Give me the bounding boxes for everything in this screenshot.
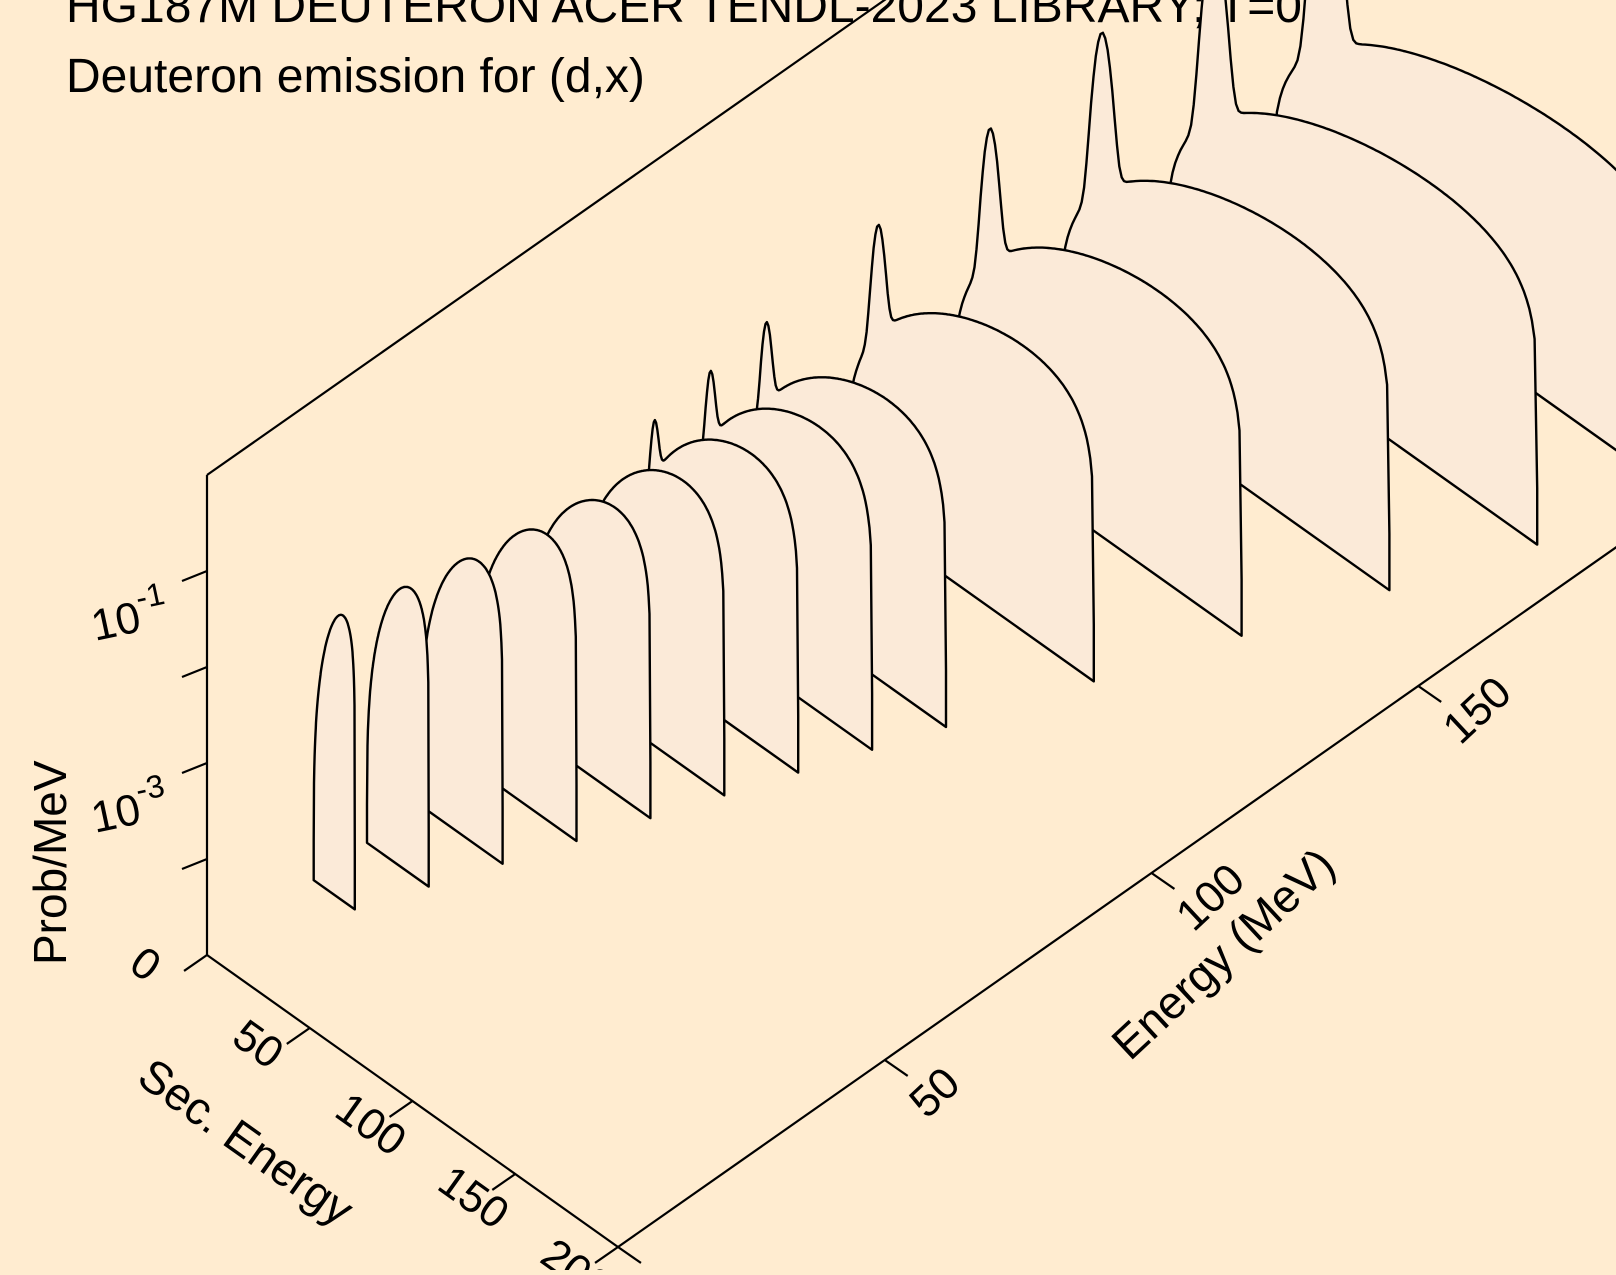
x-tick-200 bbox=[594, 1246, 619, 1264]
x-tick-100 bbox=[388, 1100, 414, 1118]
spectrum-40-mev bbox=[419, 557, 504, 865]
z-tick-0 bbox=[181, 569, 208, 583]
z-tick-exponent: -1 bbox=[132, 575, 167, 616]
z-axis-label: Prob/MeV bbox=[24, 760, 76, 965]
x-tick-label-0: 0 bbox=[121, 937, 169, 991]
spectrum-30-mev bbox=[365, 585, 430, 888]
y-tick-50 bbox=[884, 1059, 909, 1077]
x-tick-label-200: 200 bbox=[532, 1229, 620, 1270]
z-tick-label--3: 10-3 bbox=[84, 767, 172, 843]
y-tick-100 bbox=[1150, 872, 1176, 890]
z-tick-3 bbox=[181, 665, 208, 679]
x-tick-0 bbox=[183, 954, 208, 972]
x-tick-label-50: 50 bbox=[224, 1010, 292, 1078]
spectrum-120-mev bbox=[846, 223, 1095, 683]
spectra bbox=[312, 0, 1616, 911]
z-tick-exponent: -3 bbox=[132, 767, 167, 808]
z-tick-1 bbox=[181, 761, 208, 775]
x-tick-50 bbox=[286, 1027, 311, 1045]
y-tick-0 bbox=[617, 1246, 642, 1264]
y-tick-label-0: 0 bbox=[633, 1262, 684, 1270]
y-tick-label-50: 50 bbox=[900, 1058, 969, 1127]
spectrum-160-mev bbox=[1059, 31, 1391, 592]
z-tick-base: 10 bbox=[87, 593, 145, 651]
z-tick-label--1: 10-1 bbox=[84, 575, 172, 651]
chart-subtitle: Deuteron emission for (d,x) bbox=[66, 50, 645, 103]
spectrum-180-mev bbox=[1166, 0, 1539, 546]
z-tick-base: 10 bbox=[87, 785, 145, 843]
spectrum-20-mev bbox=[312, 613, 356, 911]
spectrum-140-mev bbox=[952, 127, 1243, 637]
y-tick-150 bbox=[1417, 685, 1442, 703]
x-axis-label: Sec. Energy bbox=[129, 1048, 363, 1236]
x-tick-label-100: 100 bbox=[327, 1083, 415, 1166]
back-top-edge bbox=[206, 0, 887, 476]
z-tick-2 bbox=[181, 857, 208, 871]
x-tick-150 bbox=[491, 1173, 516, 1191]
chart-title: HG187M DEUTERON ACER TENDL-2023 LIBRARY;… bbox=[66, 0, 1347, 33]
y-tick-label-150: 150 bbox=[1434, 667, 1521, 753]
x-tick-label-150: 150 bbox=[429, 1156, 517, 1239]
